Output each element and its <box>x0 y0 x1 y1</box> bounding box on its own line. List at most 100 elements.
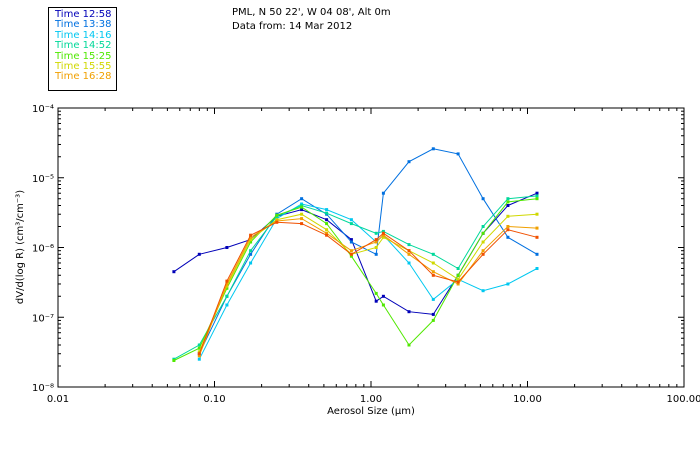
series-point <box>407 243 411 247</box>
tick-labels: 0.01 0.10 1.00 10.00 100.00 10⁻⁸ 10⁻⁷ 10⁻⁶ 10⁻⁵ 1… <box>32 104 700 405</box>
series-point <box>506 204 510 207</box>
series-point <box>349 254 353 258</box>
series-point <box>456 282 460 286</box>
x-tick-label: 10.00 <box>513 394 542 405</box>
y-tick-label: 10⁻⁵ <box>32 174 54 185</box>
series-point <box>349 218 353 222</box>
series-point <box>225 286 229 290</box>
legend: Time 12:58 Time 13:38 Time 14:16 Time 14… <box>48 7 117 91</box>
series-point <box>225 294 229 298</box>
series-point <box>197 352 201 356</box>
series-point <box>506 228 510 232</box>
axis-ticks <box>57 108 684 388</box>
series-point <box>431 273 435 277</box>
series-point <box>506 197 510 201</box>
series-point <box>481 249 485 253</box>
x-tick-label: 0.10 <box>203 394 225 405</box>
series-point <box>197 252 201 256</box>
series-point <box>535 252 539 256</box>
series-point <box>481 289 485 293</box>
series-point <box>197 346 201 350</box>
series-point <box>381 233 385 237</box>
series-point <box>431 147 435 151</box>
series-point <box>456 273 460 277</box>
series-point <box>374 240 378 244</box>
series-point <box>197 357 201 361</box>
series-point <box>535 191 539 195</box>
y-tick-label: 10⁻⁷ <box>32 313 54 324</box>
legend-entry: Time 15:55 <box>55 61 112 73</box>
series-point <box>381 235 385 239</box>
series-point <box>481 225 485 228</box>
series-point <box>249 240 253 244</box>
series-point <box>197 343 201 347</box>
series-point <box>456 280 460 284</box>
x-axis-label: Aerosol Size (µm) <box>327 406 415 417</box>
series-point <box>300 197 304 201</box>
series-point <box>535 235 539 239</box>
series-point <box>381 229 385 233</box>
series-point <box>374 252 378 256</box>
series-point <box>535 226 539 230</box>
series-point <box>275 220 279 224</box>
series-point <box>535 212 539 216</box>
series-point <box>381 231 385 235</box>
series-point <box>349 238 353 242</box>
series-point <box>506 282 510 286</box>
legend-entry: Time 14:52 <box>55 40 112 52</box>
series-point <box>535 194 539 198</box>
series-point <box>325 208 329 212</box>
series-point <box>431 270 435 274</box>
series-point <box>456 277 460 281</box>
series-point <box>431 318 435 322</box>
series-point <box>481 197 485 201</box>
series-point <box>381 294 385 298</box>
legend-entry: Time 15:25 <box>55 50 112 62</box>
series-point <box>506 214 510 218</box>
series-point <box>300 208 304 212</box>
y-tick-label: 10⁻⁴ <box>32 104 54 115</box>
series-point <box>407 261 411 265</box>
series-point <box>300 212 304 216</box>
y-axis-label: dV/d(log R) (cm³/cm⁻³) <box>15 190 26 304</box>
series-point <box>300 204 304 207</box>
legend-list: Time 12:58 Time 13:38 Time 14:16 Time 14… <box>49 8 116 83</box>
series-point <box>431 297 435 301</box>
series-point <box>407 252 411 256</box>
series-point <box>300 222 304 226</box>
series-point <box>172 270 176 274</box>
series-point <box>349 222 353 226</box>
series-point <box>325 211 329 215</box>
legend-entry: Time 13:38 <box>55 19 112 31</box>
series-point <box>349 249 353 253</box>
legend-entry: Time 12:58 <box>55 9 112 20</box>
legend-entry: Time 16:28 <box>55 71 112 83</box>
series-point <box>249 238 253 242</box>
series-point <box>374 291 378 295</box>
series-point <box>325 222 329 226</box>
series-point <box>197 354 201 358</box>
series-point <box>381 191 385 195</box>
legend-entry: Time 14:16 <box>55 29 112 41</box>
series-layer <box>172 147 539 362</box>
series-line-4 <box>173 198 538 361</box>
series-point <box>300 205 304 209</box>
series-point <box>407 310 411 314</box>
series-point <box>381 303 385 307</box>
series-point <box>535 197 539 201</box>
series-point <box>325 231 329 235</box>
series-point <box>407 160 411 164</box>
series-point <box>374 299 378 303</box>
series-point <box>225 282 229 286</box>
series-point <box>374 231 378 235</box>
series-point <box>249 249 253 253</box>
y-tick-label: 10⁻⁶ <box>32 244 54 255</box>
chart-subtitle: Data from: 14 Mar 2012 <box>232 21 353 32</box>
series-point <box>506 225 510 228</box>
series-point <box>225 303 229 307</box>
series-point <box>535 267 539 270</box>
x-tick-label: 100.00 <box>667 394 700 405</box>
series-point <box>249 252 253 256</box>
series-point <box>225 284 229 288</box>
